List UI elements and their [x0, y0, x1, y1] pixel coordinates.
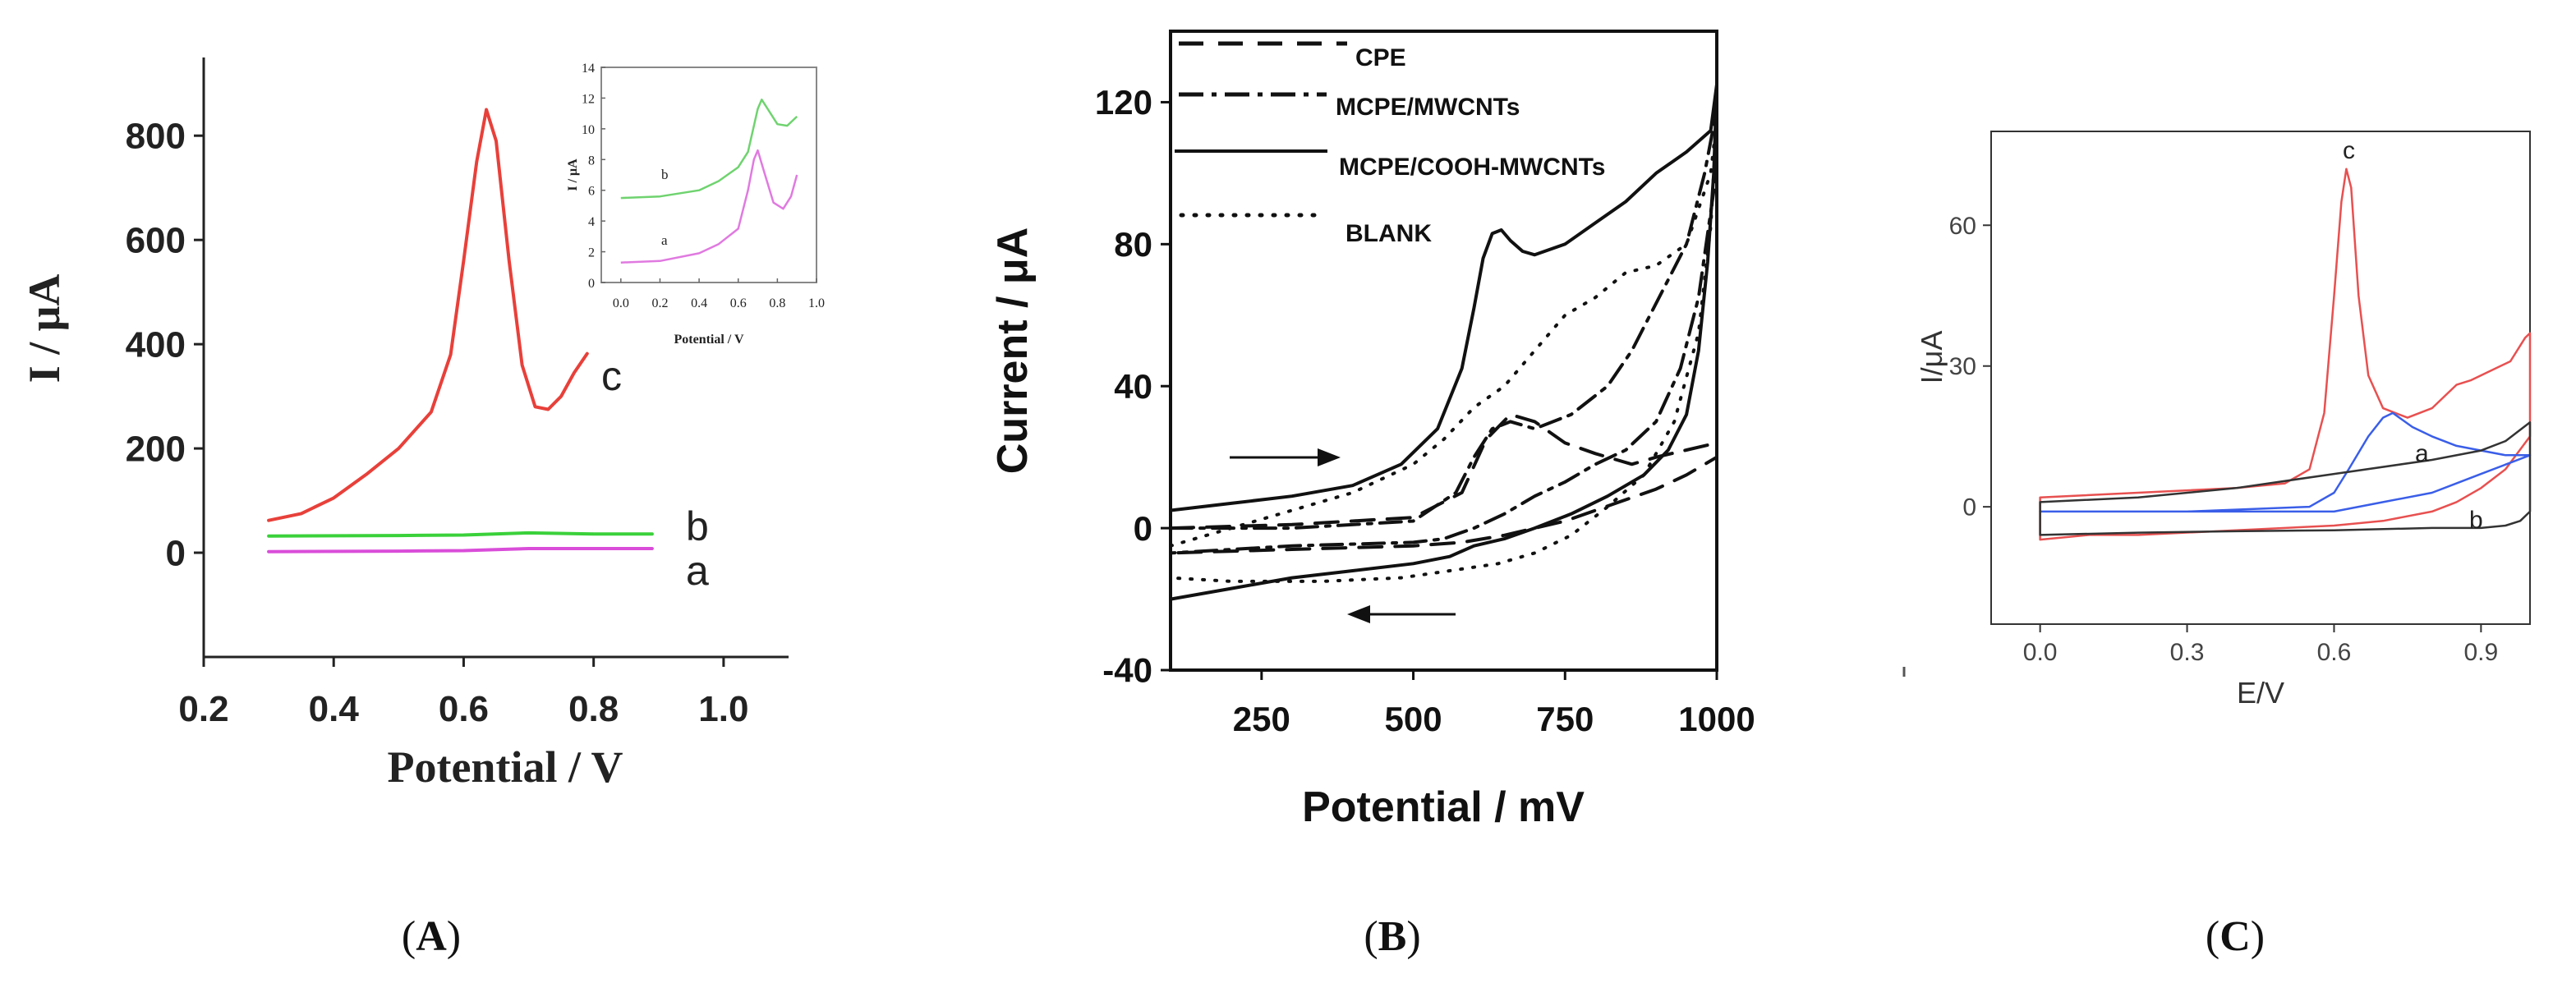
series-c-line — [2039, 168, 2532, 541]
x-tick-label: 0.4 — [309, 689, 360, 729]
inset-y-tick-label: 2 — [588, 246, 595, 260]
y-tick-label: 0 — [1962, 494, 1976, 521]
y-tick-label: 0 — [1134, 509, 1152, 548]
legend-cooh-label: MCPE/COOH-MWCNTs — [1339, 154, 1605, 181]
y-tick-label: 800 — [126, 117, 186, 157]
panel-b-frame — [1169, 30, 1718, 672]
panel-a-x-label: Potential / V — [388, 742, 623, 792]
panel-b-caption: (B) — [1364, 913, 1420, 960]
inset-y-tick-label: 6 — [588, 185, 595, 199]
panel-a-series-c-label: c — [601, 353, 622, 399]
inset-y-tick-label: 12 — [582, 92, 595, 106]
inset-series-a-line — [620, 149, 798, 264]
series-a-line — [2039, 411, 2532, 513]
series-b-line — [2039, 421, 2532, 536]
x-tick-label: 0.2 — [178, 689, 228, 729]
panel-c-caption: (C) — [2206, 913, 2265, 960]
panel-c-series-a-label: a — [2415, 440, 2429, 467]
inset-y-tick-label: 4 — [588, 215, 595, 229]
inset-y-tick-label: 10 — [582, 123, 595, 137]
series-c-line — [267, 108, 589, 522]
panel-c-series-c-label: c — [2343, 137, 2355, 164]
inset-x-tick-label: 0.8 — [769, 296, 785, 310]
inset-x-tick-label: 0.0 — [613, 296, 629, 310]
x-tick-label: 1.0 — [698, 689, 748, 729]
x-tick-label: 250 — [1233, 700, 1290, 738]
x-tick-label: 0.3 — [2170, 639, 2205, 666]
series-cpe-line — [1169, 412, 1718, 555]
inset-y-tick-label: 8 — [588, 154, 595, 168]
series-mcpe-mwcnts-line — [1169, 108, 1718, 555]
panel-a-inset: 0.0 0.2 0.4 0.6 0.8 1.0 0 2 4 6 8 10 12 14 b a Poten… — [566, 62, 825, 347]
panel-c-series-b-label: b — [2469, 507, 2483, 534]
forward-scan-arrow — [1230, 448, 1341, 466]
reverse-scan-arrow — [1347, 605, 1456, 623]
inset-x-tick-label: 0.6 — [730, 296, 747, 310]
series-b-line — [267, 531, 654, 538]
panel-b-legend: CPE MCPE/MWCNTs MCPE/COOH-MWCNTs BLANK — [1175, 41, 1605, 247]
inset-y-tick-label: 14 — [582, 62, 595, 76]
y-tick-label: 40 — [1114, 367, 1152, 406]
y-tick-label: 60 — [1949, 213, 1976, 240]
x-tick-label: 0.6 — [439, 689, 489, 729]
x-tick-label: 1000 — [1678, 700, 1755, 738]
panel-c-x-label: E/V — [2237, 676, 2284, 710]
inset-x-tick-label: 0.2 — [651, 296, 668, 310]
y-tick-label: 200 — [126, 429, 186, 469]
inset-series-a-label: a — [661, 232, 668, 248]
y-tick-label: 80 — [1114, 225, 1152, 264]
y-tick-label: 30 — [1949, 353, 1976, 380]
inset-x-label: Potential / V — [674, 333, 743, 347]
panel-a-series-a-label: a — [686, 548, 709, 594]
x-tick-label: 750 — [1536, 700, 1594, 738]
panel-a-caption: (A) — [402, 913, 461, 960]
panel-c: 0.0 0.3 0.6 0.9 0 30 60 c a b E/V I/μA (C) — [1902, 131, 2532, 960]
panel-b-x-label: Potential / mV — [1302, 783, 1585, 831]
panel-c-frame — [1990, 131, 2531, 625]
inset-series-b-label: b — [661, 167, 669, 182]
series-blank-line — [1169, 118, 1718, 583]
inset-x-tick-label: 1.0 — [808, 296, 825, 310]
x-tick-label: 0.6 — [2317, 639, 2352, 666]
legend-cpe-label: CPE — [1355, 44, 1406, 71]
x-tick-label: 0.9 — [2464, 639, 2499, 666]
legend-mwcnts-label: MCPE/MWCNTs — [1336, 94, 1520, 121]
inset-frame — [600, 67, 817, 283]
panel-a-y-label: I / μA — [20, 274, 69, 384]
y-tick-label: 400 — [126, 325, 186, 365]
panel-b-y-label: Current / μA — [989, 227, 1037, 475]
legend-blank-label: BLANK — [1346, 220, 1432, 247]
x-tick-label: 0.8 — [568, 689, 619, 729]
y-tick-label: 0 — [166, 533, 186, 573]
panel-a-series-b-label: b — [686, 503, 709, 549]
panel-a: 0.2 0.4 0.6 0.8 1.0 0 200 400 600 800 c b a Pote… — [20, 57, 825, 960]
inset-series-b-line — [620, 99, 798, 200]
panel-b: 250 500 750 1000 -40 0 40 80 120 CPE MCPE/MWCNT… — [989, 30, 1755, 960]
y-tick-label: 120 — [1095, 83, 1152, 122]
inset-x-tick-label: 0.4 — [691, 296, 707, 310]
y-tick-label: -40 — [1102, 651, 1152, 690]
inset-y-tick-label: 0 — [588, 277, 595, 291]
y-tick-label: 600 — [126, 221, 186, 261]
inset-y-label: I / μA — [566, 158, 580, 191]
x-tick-label: 500 — [1385, 700, 1442, 738]
panel-c-y-label: I/μA — [1915, 331, 1948, 384]
series-a-line — [267, 547, 654, 554]
x-tick-label: 0.0 — [2023, 639, 2058, 666]
series-mcpe-cooh-mwcnts-line — [1169, 82, 1718, 601]
